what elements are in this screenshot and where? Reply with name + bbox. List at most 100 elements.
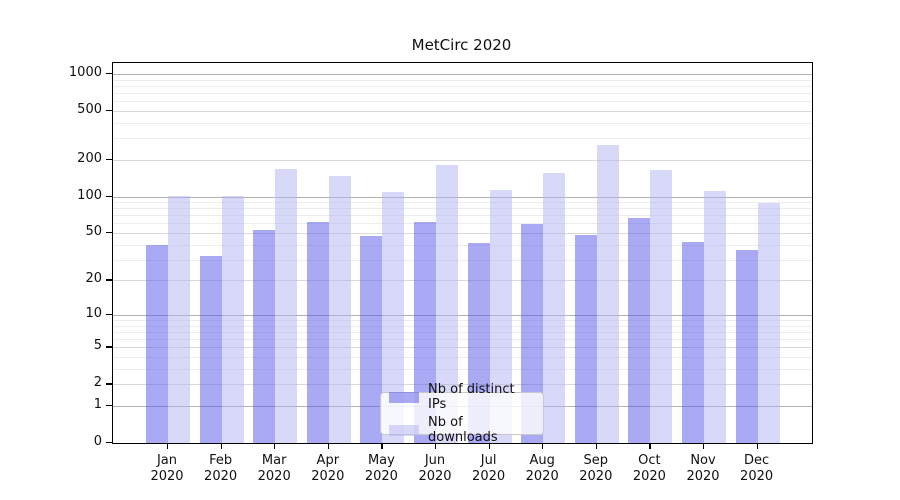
y-tick-label-1000: 1000 <box>68 65 102 80</box>
bar-distinct-ips-nov <box>682 242 704 443</box>
legend-swatch-downloads <box>389 424 419 436</box>
x-tick-aug <box>542 443 544 449</box>
legend-label-downloads: Nb of downloads <box>428 415 498 445</box>
x-tick-label-feb: Feb 2020 <box>204 453 238 484</box>
gridline-3 <box>113 369 812 370</box>
x-tick-label-mar: Mar 2020 <box>257 453 291 484</box>
x-tick-label-sep: Sep 2020 <box>579 453 613 484</box>
bar-downloads-jul <box>489 190 512 443</box>
gridline-400 <box>113 122 812 124</box>
bar-distinct-ips-jan <box>146 244 168 443</box>
bar-distinct-ips-sep <box>574 235 597 443</box>
gridline-8 <box>113 325 812 327</box>
gridline-60 <box>113 223 812 225</box>
bar-distinct-ips-dec <box>735 250 758 443</box>
x-tick-label-nov: Nov 2020 <box>686 453 720 484</box>
gridline-4 <box>113 357 812 358</box>
y-tick-label-10: 10 <box>85 305 102 321</box>
gridline-30 <box>113 259 812 261</box>
gridline-40 <box>113 244 812 246</box>
y-tick-label-1: 1 <box>93 397 102 412</box>
y-tick-label-0: 0 <box>93 434 102 449</box>
x-tick-jul <box>488 443 490 449</box>
bar-downloads-jan <box>168 195 190 443</box>
y-tick-100 <box>106 195 112 197</box>
gridline-200 <box>113 159 812 161</box>
gridline-50 <box>113 233 812 234</box>
x-tick-label-apr: Apr 2020 <box>311 453 345 484</box>
x-tick-jan <box>167 443 169 449</box>
y-tick-label-200: 200 <box>77 150 102 166</box>
x-tick-label-jun: Jun 2020 <box>418 453 452 484</box>
y-tick-2 <box>106 383 112 385</box>
gridline-9 <box>113 320 812 321</box>
bar-distinct-ips-jun <box>414 221 436 443</box>
legend: Nb of distinct IPs Nb of downloads <box>380 382 544 445</box>
x-tick-label-aug: Aug 2020 <box>525 453 559 484</box>
bar-distinct-ips-mar <box>253 229 276 443</box>
gridline-300 <box>113 138 812 140</box>
gridline-70 <box>113 215 812 217</box>
gridline-20 <box>113 280 812 282</box>
x-tick-dec <box>756 443 758 449</box>
y-tick-50 <box>106 232 112 234</box>
bar-downloads-aug <box>543 172 566 443</box>
x-tick-label-may: May 2020 <box>364 453 398 484</box>
bar-downloads-oct <box>650 170 673 443</box>
legend-swatch-distinct-ips <box>389 391 419 403</box>
bar-downloads-jun <box>436 165 458 443</box>
bar-downloads-sep <box>596 145 619 443</box>
x-tick-oct <box>649 443 651 449</box>
gridline-500 <box>113 111 812 112</box>
gridline-7 <box>113 331 812 333</box>
gridline-5 <box>113 347 812 349</box>
y-tick-label-50: 50 <box>85 224 102 239</box>
bar-downloads-feb <box>221 195 244 443</box>
y-tick-label-20: 20 <box>85 271 102 287</box>
y-tick-1 <box>106 405 112 407</box>
gridline-2 <box>113 384 812 386</box>
y-tick-0 <box>106 442 112 444</box>
x-tick-nov <box>703 443 705 449</box>
legend-item-downloads: Nb of downloads <box>389 415 535 445</box>
bar-distinct-ips-aug <box>521 224 544 443</box>
gridline-700 <box>113 93 812 94</box>
bar-downloads-may <box>382 191 405 443</box>
gridline-800 <box>113 85 812 87</box>
gridline-6 <box>113 339 812 341</box>
gridline-100 <box>113 196 812 198</box>
gridline-900 <box>113 79 812 81</box>
bar-downloads-mar <box>275 169 298 443</box>
y-tick-label-500: 500 <box>77 102 102 117</box>
bar-downloads-apr <box>328 176 351 443</box>
y-tick-label-5: 5 <box>93 338 102 354</box>
legend-label-distinct-ips: Nb of distinct IPs <box>428 382 515 412</box>
gridline-90 <box>113 202 812 204</box>
bar-distinct-ips-feb <box>199 256 222 443</box>
gridline-10 <box>113 314 812 316</box>
x-tick-label-jan: Jan 2020 <box>150 453 184 484</box>
y-tick-label-100: 100 <box>77 187 102 203</box>
x-tick-may <box>381 443 383 449</box>
x-tick-label-dec: Dec 2020 <box>740 453 774 484</box>
y-tick-500 <box>106 110 112 112</box>
x-tick-jun <box>435 443 437 449</box>
y-tick-20 <box>106 279 112 281</box>
y-tick-10 <box>106 313 112 316</box>
bar-downloads-nov <box>704 190 726 443</box>
y-tick-5 <box>106 346 112 348</box>
x-tick-label-oct: Oct 2020 <box>632 453 666 484</box>
y-tick-label-2: 2 <box>93 375 102 391</box>
y-tick-1000 <box>106 73 112 75</box>
x-tick-feb <box>220 443 222 449</box>
y-tick-200 <box>106 158 112 160</box>
gridline-80 <box>113 208 812 210</box>
chart-title: MetCirc 2020 <box>411 36 512 54</box>
x-tick-apr <box>327 443 330 449</box>
x-tick-sep <box>595 443 598 449</box>
gridline-600 <box>113 101 812 103</box>
bar-distinct-ips-oct <box>628 218 651 443</box>
x-tick-mar <box>274 443 276 449</box>
bar-downloads-dec <box>757 202 780 443</box>
